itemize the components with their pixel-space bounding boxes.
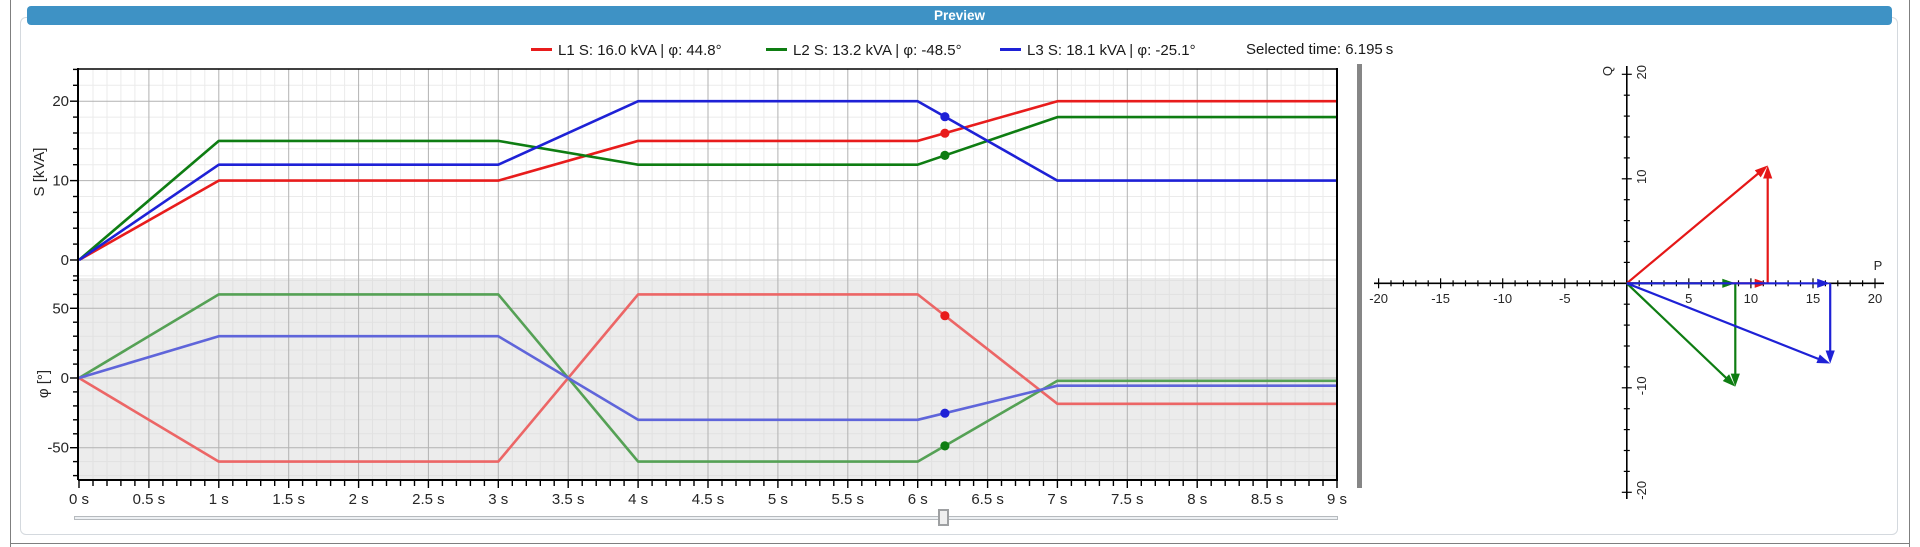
- svg-text:0 s: 0 s: [69, 491, 89, 508]
- svg-text:20: 20: [52, 93, 69, 110]
- svg-text:-20: -20: [1369, 291, 1388, 306]
- svg-text:4.5 s: 4.5 s: [692, 491, 725, 508]
- svg-text:3.5 s: 3.5 s: [552, 491, 585, 508]
- svg-text:-10: -10: [1493, 291, 1512, 306]
- svg-text:0: 0: [61, 252, 69, 269]
- svg-text:-5: -5: [1559, 291, 1571, 306]
- svg-text:20: 20: [1634, 65, 1649, 79]
- svg-text:φ [°]: φ [°]: [35, 370, 52, 398]
- svg-text:8.5 s: 8.5 s: [1251, 491, 1284, 508]
- svg-text:2.5 s: 2.5 s: [412, 491, 445, 508]
- svg-text:Q: Q: [1600, 66, 1615, 76]
- svg-text:20: 20: [1868, 291, 1882, 306]
- svg-text:7 s: 7 s: [1047, 491, 1067, 508]
- svg-text:6 s: 6 s: [908, 491, 928, 508]
- svg-text:7.5 s: 7.5 s: [1111, 491, 1144, 508]
- svg-text:4 s: 4 s: [628, 491, 648, 508]
- svg-text:1 s: 1 s: [209, 491, 229, 508]
- svg-text:-15: -15: [1431, 291, 1450, 306]
- svg-text:-50: -50: [47, 440, 69, 457]
- svg-text:9 s: 9 s: [1327, 491, 1347, 508]
- svg-text:5.5 s: 5.5 s: [832, 491, 865, 508]
- svg-text:15: 15: [1806, 291, 1820, 306]
- svg-text:1.5 s: 1.5 s: [272, 491, 305, 508]
- svg-text:8 s: 8 s: [1187, 491, 1207, 508]
- svg-text:10: 10: [1744, 291, 1758, 306]
- svg-text:S [kVA]: S [kVA]: [31, 148, 48, 197]
- svg-text:50: 50: [52, 300, 69, 317]
- svg-text:0: 0: [61, 370, 69, 387]
- svg-text:P: P: [1874, 258, 1883, 273]
- svg-text:3 s: 3 s: [488, 491, 508, 508]
- svg-text:6.5 s: 6.5 s: [971, 491, 1004, 508]
- svg-text:10: 10: [52, 173, 69, 190]
- svg-text:-10: -10: [1634, 376, 1649, 395]
- svg-text:2 s: 2 s: [349, 491, 369, 508]
- svg-text:0.5 s: 0.5 s: [133, 491, 166, 508]
- svg-text:5 s: 5 s: [768, 491, 788, 508]
- svg-text:-20: -20: [1634, 481, 1649, 500]
- svg-text:10: 10: [1634, 170, 1649, 184]
- svg-text:5: 5: [1685, 291, 1692, 306]
